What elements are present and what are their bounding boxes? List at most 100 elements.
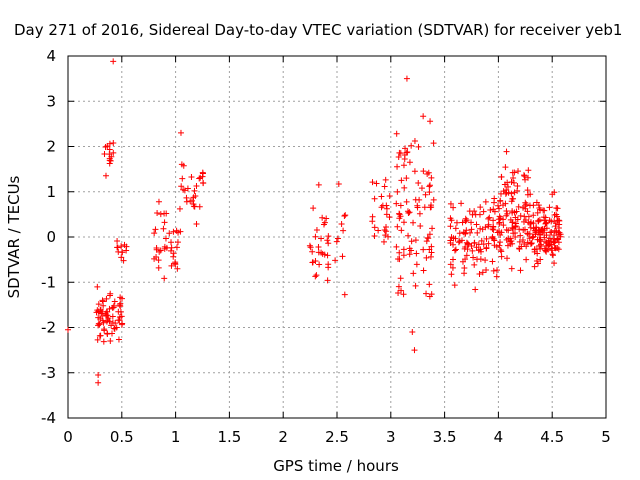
data-point [395, 283, 402, 290]
data-point [177, 129, 184, 136]
data-point [471, 240, 478, 247]
data-point [533, 257, 540, 264]
data-point [428, 174, 435, 181]
data-point [395, 289, 402, 296]
data-point [515, 168, 522, 175]
data-point [118, 321, 125, 328]
data-point [411, 347, 418, 354]
data-point [556, 229, 563, 236]
data-point [495, 202, 502, 209]
x-tick-label: 3.5 [433, 428, 457, 446]
data-point [420, 113, 427, 120]
data-point [483, 235, 490, 242]
data-point [335, 181, 342, 188]
data-point [170, 228, 177, 235]
data-point [450, 204, 457, 211]
data-point [490, 217, 497, 224]
data-point [313, 272, 320, 279]
data-point [381, 183, 388, 190]
data-point [482, 257, 489, 264]
data-point [402, 145, 409, 152]
data-point [193, 182, 200, 189]
data-point [106, 140, 113, 147]
data-point [175, 229, 182, 236]
data-point [555, 246, 562, 253]
data-point [312, 273, 319, 280]
data-point [157, 211, 164, 218]
y-tick-label: -3 [41, 364, 56, 382]
data-point [412, 237, 419, 244]
data-point [375, 227, 382, 234]
data-point [511, 169, 518, 176]
data-point [411, 168, 418, 175]
data-point [325, 233, 332, 240]
data-point [106, 305, 113, 312]
data-point [503, 236, 510, 243]
data-point [371, 224, 378, 231]
data-point [490, 236, 497, 243]
data-point [386, 192, 393, 199]
data-point [459, 258, 466, 265]
data-point [462, 244, 469, 251]
data-point [410, 270, 417, 277]
data-point [466, 208, 473, 215]
data-point [403, 149, 410, 156]
data-point [468, 242, 475, 249]
data-point [405, 209, 412, 216]
data-point [498, 229, 505, 236]
data-point [500, 222, 507, 229]
data-point [153, 246, 160, 253]
data-point [104, 331, 111, 338]
data-point [94, 283, 101, 290]
data-point [553, 205, 560, 212]
data-point [112, 320, 119, 327]
data-point [306, 242, 313, 249]
data-point [477, 204, 484, 211]
data-point [398, 177, 405, 184]
x-tick-label: 2.5 [325, 428, 349, 446]
data-point [341, 291, 348, 298]
data-point [191, 187, 198, 194]
data-point [312, 258, 319, 265]
data-point [510, 195, 517, 202]
data-point [461, 270, 468, 277]
data-point [525, 174, 532, 181]
data-point [95, 301, 102, 308]
data-point [451, 282, 458, 289]
data-point [110, 139, 117, 146]
data-point [100, 338, 107, 345]
data-point [504, 242, 511, 249]
data-point [397, 275, 404, 282]
data-point [170, 253, 177, 260]
data-point [453, 219, 460, 226]
data-point [324, 237, 331, 244]
data-point [494, 267, 501, 274]
data-point [463, 252, 470, 259]
data-point [427, 118, 434, 125]
data-point [549, 191, 556, 198]
data-point [525, 167, 532, 174]
data-point [527, 219, 534, 226]
data-point [455, 239, 462, 246]
data-point [123, 247, 130, 254]
data-point [511, 179, 518, 186]
data-point [152, 226, 159, 233]
data-point [380, 238, 387, 245]
data-point [515, 203, 522, 210]
data-point [480, 241, 487, 248]
data-point [416, 210, 423, 217]
data-point [65, 326, 71, 333]
y-tick-label: -4 [41, 409, 56, 427]
data-point [482, 198, 489, 205]
data-point [448, 217, 455, 224]
data-point [524, 208, 531, 215]
data-point [456, 230, 463, 237]
data-point [536, 205, 543, 212]
data-point [496, 228, 503, 235]
data-point [155, 257, 162, 264]
data-point [397, 202, 404, 209]
data-point [524, 239, 531, 246]
data-point [456, 238, 463, 245]
data-point [527, 191, 534, 198]
data-point [474, 229, 481, 236]
